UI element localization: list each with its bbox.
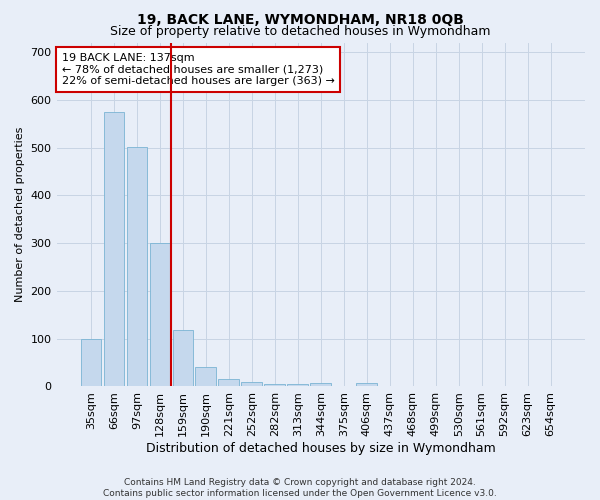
Bar: [241, 382, 262, 386]
Bar: [80, 338, 101, 386]
Bar: [287, 384, 308, 386]
Bar: [218, 380, 239, 386]
Bar: [196, 368, 216, 386]
Bar: [173, 330, 193, 386]
Text: Size of property relative to detached houses in Wymondham: Size of property relative to detached ho…: [110, 25, 490, 38]
Bar: [265, 384, 285, 386]
Bar: [310, 382, 331, 386]
Text: Contains HM Land Registry data © Crown copyright and database right 2024.
Contai: Contains HM Land Registry data © Crown c…: [103, 478, 497, 498]
Bar: [104, 112, 124, 386]
Bar: [127, 146, 147, 386]
Bar: [356, 382, 377, 386]
Text: 19 BACK LANE: 137sqm
← 78% of detached houses are smaller (1,273)
22% of semi-de: 19 BACK LANE: 137sqm ← 78% of detached h…: [62, 53, 335, 86]
Text: 19, BACK LANE, WYMONDHAM, NR18 0QB: 19, BACK LANE, WYMONDHAM, NR18 0QB: [137, 12, 463, 26]
Bar: [149, 243, 170, 386]
Y-axis label: Number of detached properties: Number of detached properties: [15, 127, 25, 302]
X-axis label: Distribution of detached houses by size in Wymondham: Distribution of detached houses by size …: [146, 442, 496, 455]
